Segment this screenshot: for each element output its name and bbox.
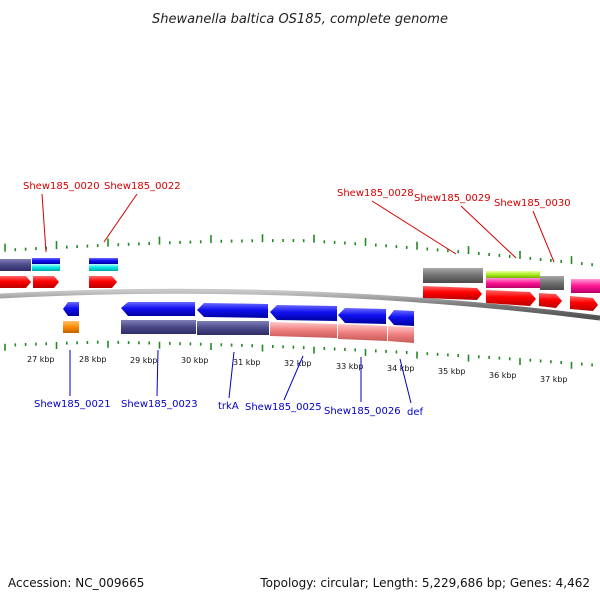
- kbp-label: 34 kbp: [387, 364, 415, 373]
- gene-label-shew185-0021[interactable]: Shew185_0021: [34, 399, 111, 410]
- kbp-label: 32 kbp: [284, 359, 312, 368]
- leader-line: [532, 210, 555, 263]
- leader-line: [460, 205, 517, 259]
- gene-block[interactable]: [388, 326, 414, 343]
- gene-block[interactable]: [571, 279, 600, 293]
- leader-line: [156, 349, 159, 397]
- leader-line: [371, 200, 457, 255]
- genome-backbone: [0, 288, 600, 321]
- gene-block[interactable]: [32, 258, 60, 264]
- kbp-label: 35 kbp: [438, 367, 466, 376]
- gene-block[interactable]: [486, 278, 540, 288]
- gene-label-shew185-0023[interactable]: Shew185_0023: [121, 399, 198, 410]
- kbp-label: 33 kbp: [336, 362, 364, 371]
- gene-block[interactable]: [540, 276, 564, 290]
- kbp-label: 28 kbp: [79, 355, 107, 364]
- gene-arrow[interactable]: [486, 290, 536, 306]
- gene-block[interactable]: [270, 322, 337, 338]
- gene-block[interactable]: [423, 268, 483, 283]
- reverse-gene-labels: Shew185_0021 Shew185_0023 trkA Shew185_0…: [34, 349, 424, 418]
- kbp-label: 27 kbp: [27, 355, 55, 364]
- gene-arrow[interactable]: [121, 302, 195, 316]
- gene-label-shew185-0025[interactable]: Shew185_0025: [245, 402, 322, 413]
- gene-arrow[interactable]: [270, 305, 337, 321]
- gene-block[interactable]: [197, 321, 269, 335]
- gene-block[interactable]: [486, 271, 540, 278]
- gene-arrow[interactable]: [33, 276, 59, 288]
- gene-arrow[interactable]: [570, 296, 598, 311]
- leader-line: [41, 193, 47, 253]
- kbp-label: 29 kbp: [130, 356, 158, 365]
- genome-summary-text: Topology: circular; Length: 5,229,686 bp…: [260, 576, 590, 590]
- gene-label-shew185-0028[interactable]: Shew185_0028: [337, 188, 414, 199]
- gene-arrow[interactable]: [89, 276, 117, 288]
- kbp-label: 36 kbp: [489, 371, 517, 380]
- gene-block[interactable]: [121, 320, 196, 334]
- forward-gene-labels: Shew185_0020 Shew185_0022 Shew185_0028 S…: [23, 181, 571, 263]
- gene-arrow[interactable]: [63, 302, 79, 316]
- gene-arrow[interactable]: [423, 286, 482, 300]
- map-title: Shewanella baltica OS185, complete genom…: [152, 12, 448, 27]
- kbp-label: 37 kbp: [540, 375, 568, 384]
- gene-arrow[interactable]: [338, 308, 386, 324]
- gene-arrow[interactable]: [539, 293, 562, 308]
- leader-line: [283, 355, 304, 401]
- gene-block[interactable]: [32, 264, 60, 271]
- gene-block[interactable]: [338, 324, 387, 341]
- leader-line: [103, 193, 138, 243]
- gene-label-shew185-0026[interactable]: Shew185_0026: [324, 406, 401, 417]
- kbp-label: 30 kbp: [181, 356, 209, 365]
- gene-arrow[interactable]: [197, 303, 268, 318]
- gene-block[interactable]: [89, 264, 118, 271]
- gene-label-shew185-0029[interactable]: Shew185_0029: [414, 193, 491, 204]
- gene-arrow[interactable]: [0, 276, 31, 288]
- gene-arrow[interactable]: [388, 310, 414, 326]
- kbp-scale: 27 kbp 28 kbp 29 kbp 30 kbp 31 kbp 32 kb…: [27, 355, 568, 384]
- gene-block[interactable]: [63, 321, 79, 333]
- gene-label-shew185-0020[interactable]: Shew185_0020: [23, 181, 100, 192]
- gene-block[interactable]: [0, 259, 31, 271]
- leader-line: [399, 358, 412, 404]
- accession-text: Accession: NC_009665: [8, 576, 145, 590]
- gene-label-shew185-0022[interactable]: Shew185_0022: [104, 181, 181, 192]
- gene-label-shew185-0030[interactable]: Shew185_0030: [494, 198, 571, 209]
- forward-strand-genes: [0, 258, 600, 311]
- gene-label-def[interactable]: def: [407, 407, 424, 418]
- gene-label-trka[interactable]: trkA: [218, 401, 239, 412]
- kbp-label: 31 kbp: [233, 358, 261, 367]
- gene-block[interactable]: [89, 258, 118, 264]
- reverse-tick-row: [4, 340, 593, 369]
- leader-line: [228, 351, 235, 399]
- reverse-strand-genes: [63, 302, 414, 343]
